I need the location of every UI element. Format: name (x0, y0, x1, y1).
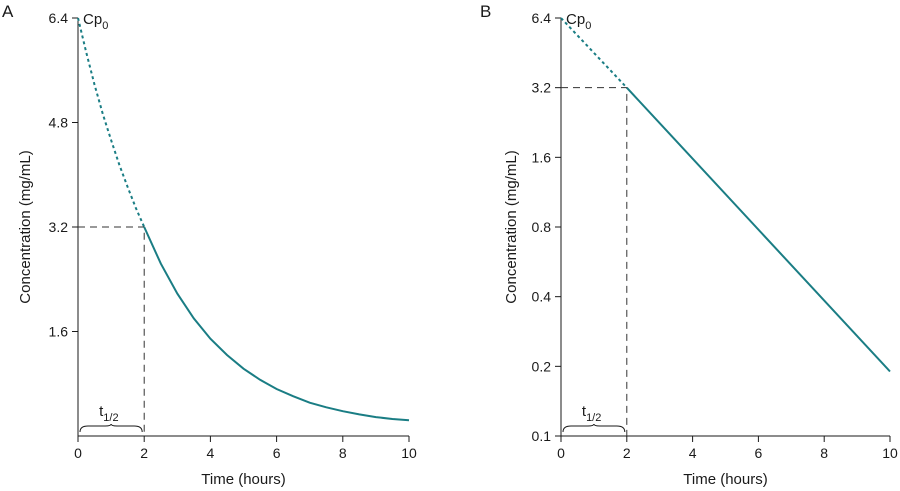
panel-b-x-tick-label: 8 (820, 445, 828, 461)
panel-a-half-life-brace (79, 423, 143, 433)
panel-a-x-tick-label: 8 (339, 445, 347, 461)
panel-a-series-measured (143, 226, 410, 422)
panel-b-y-tick-label: 1.6 (532, 149, 552, 165)
panel-a-series-extrapolated (77, 17, 146, 228)
panel-b-y-axis-title: Concentration (mg/mL) (503, 150, 520, 303)
panel-b-half-life-label: t1/2 (582, 403, 601, 424)
panel-a-x-tick-label: 0 (74, 445, 82, 461)
panel-a-cp0-label: Cp0 (83, 11, 108, 32)
panel-a-y-tick-label: 6.4 (49, 10, 69, 26)
panel-b-x-tick-label: 10 (882, 445, 898, 461)
panel-b-x-tick-label: 2 (623, 445, 631, 461)
panel-a-half-life-label: t1/2 (99, 403, 118, 424)
panel-b-y-tick-label: 0.8 (532, 219, 552, 235)
panel-b-x-tick-label: 0 (557, 445, 565, 461)
panel-b-y-tick-label: 3.2 (532, 80, 552, 96)
panel-b-y-tick-label: 0.1 (532, 428, 552, 444)
panel-b-y-tick-label: 0.4 (532, 289, 552, 305)
panel-a-half-life-guide (78, 226, 145, 436)
panel-b-half-life-guide (561, 87, 628, 436)
panel-b-x-tick-label: 4 (689, 445, 697, 461)
panel-a-x-tick-label: 6 (273, 445, 281, 461)
panel-a-label: A (2, 2, 14, 21)
panel-b-x-tick-label: 6 (755, 445, 763, 461)
panel-b-cp0-label: Cp0 (566, 11, 591, 32)
panel-a-x-axis-title: Time (hours) (201, 471, 285, 488)
panel-b-y-tick-label: 0.2 (532, 358, 552, 374)
panel-a-y-tick-label: 3.2 (49, 219, 69, 235)
panel-b-label: B (480, 2, 491, 21)
panel-a-x-tick-label: 2 (140, 445, 148, 461)
panel-a-y-tick-label: 1.6 (49, 324, 69, 340)
panel-a-chart: A Concentration (mg/mL) Time (hours) Cp0… (2, 2, 417, 488)
panel-b-half-life-brace (562, 423, 626, 433)
panel-b-x-axis-title: Time (hours) (683, 471, 767, 488)
panel-b-chart: B Concentration (mg/mL) Time (hours) Cp0… (480, 2, 898, 488)
panel-a-y-tick-label: 4.8 (49, 115, 69, 131)
panel-b-series-extrapolated (560, 17, 628, 89)
panel-a-x-tick-label: 10 (401, 445, 417, 461)
panel-b-y-tick-label: 6.4 (532, 10, 552, 26)
panel-b-series-measured (626, 87, 891, 373)
panel-a-y-axis-title: Concentration (mg/mL) (17, 150, 34, 303)
panel-a-x-tick-label: 4 (207, 445, 215, 461)
